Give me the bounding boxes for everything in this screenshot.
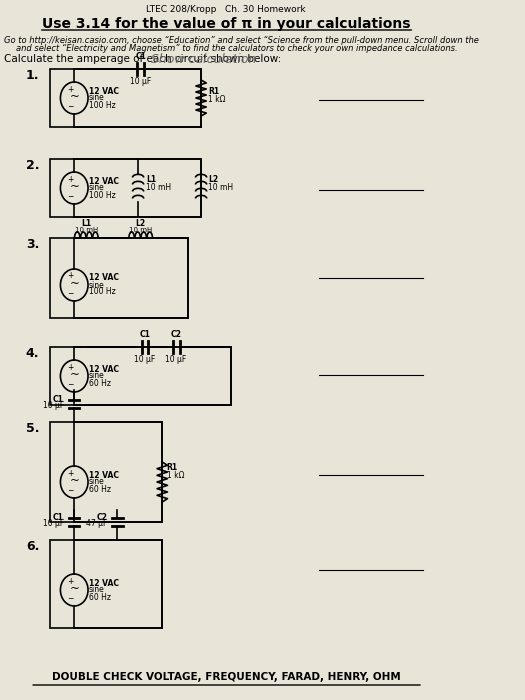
Text: Calculate the amperage of each circuit shown below:: Calculate the amperage of each circuit s…	[4, 54, 285, 64]
Text: 100 Hz: 100 Hz	[89, 101, 116, 109]
Text: 47 μF: 47 μF	[86, 519, 107, 528]
Text: −: −	[68, 290, 74, 298]
Text: L1: L1	[81, 219, 91, 228]
Text: Go to http://keisan.casio.com, choose “Education” and select “Science from the p: Go to http://keisan.casio.com, choose “E…	[4, 36, 479, 45]
Text: L1: L1	[146, 176, 156, 185]
Text: 2.: 2.	[26, 159, 39, 172]
Text: 1 kΩ: 1 kΩ	[166, 472, 184, 480]
Bar	[50, 540, 162, 628]
Text: L2: L2	[135, 219, 146, 228]
Text: 1 kΩ: 1 kΩ	[208, 94, 226, 104]
Text: 100 Hz: 100 Hz	[89, 288, 116, 297]
Text: sine: sine	[89, 94, 104, 102]
Text: −: −	[68, 486, 74, 496]
Text: +: +	[68, 363, 74, 372]
Text: 6.: 6.	[26, 540, 39, 553]
Text: +: +	[68, 174, 74, 183]
Text: 10 μF: 10 μF	[130, 77, 151, 86]
Text: −: −	[68, 594, 74, 603]
Text: 100 Hz: 100 Hz	[89, 190, 116, 199]
Text: sine: sine	[89, 477, 104, 486]
Text: 10 mH: 10 mH	[146, 183, 171, 192]
Text: 10 mH: 10 mH	[129, 227, 152, 233]
Text: 10 μF: 10 μF	[134, 355, 155, 364]
Text: C2: C2	[96, 512, 107, 522]
Text: 10 mH: 10 mH	[75, 227, 98, 233]
Text: +: +	[68, 272, 74, 281]
Text: DOUBLE CHECK VOLTAGE, FREQUENCY, FARAD, HENRY, OHM: DOUBLE CHECK VOLTAGE, FREQUENCY, FARAD, …	[52, 672, 401, 682]
Text: R1: R1	[166, 463, 177, 473]
Text: Show calculation: Show calculation	[151, 53, 256, 66]
Text: −: −	[68, 102, 74, 111]
Text: ~: ~	[69, 473, 79, 486]
Text: C2: C2	[171, 330, 182, 339]
Text: 12 VAC: 12 VAC	[89, 470, 119, 480]
Bar	[50, 347, 232, 405]
Text: 5.: 5.	[26, 422, 39, 435]
Text: 60 Hz: 60 Hz	[89, 379, 111, 388]
Text: 60 Hz: 60 Hz	[89, 484, 111, 494]
Text: ~: ~	[69, 90, 79, 102]
Text: sine: sine	[89, 372, 104, 381]
Text: 60 Hz: 60 Hz	[89, 592, 111, 601]
Text: −: −	[68, 381, 74, 389]
Text: 12 VAC: 12 VAC	[89, 87, 119, 95]
Text: sine: sine	[89, 281, 104, 290]
Bar	[50, 238, 188, 318]
Text: 12 VAC: 12 VAC	[89, 578, 119, 587]
Text: 3.: 3.	[26, 238, 39, 251]
Text: C1: C1	[53, 512, 64, 522]
Text: +: +	[68, 85, 74, 94]
Text: Use 3.14 for the value of π in your calculations: Use 3.14 for the value of π in your calc…	[42, 17, 411, 31]
Text: 10 μF: 10 μF	[43, 402, 64, 410]
Bar	[50, 159, 201, 217]
Text: C1: C1	[135, 52, 146, 61]
Bar	[50, 69, 201, 127]
Bar	[50, 422, 162, 522]
Text: 10 μF: 10 μF	[43, 519, 64, 528]
Text: 10 μF: 10 μF	[165, 355, 187, 364]
Text: ~: ~	[69, 582, 79, 594]
Text: sine: sine	[89, 585, 104, 594]
Text: 12 VAC: 12 VAC	[89, 365, 119, 374]
Text: 12 VAC: 12 VAC	[89, 176, 119, 186]
Text: LTEC 208/Kropp   Ch. 30 Homework: LTEC 208/Kropp Ch. 30 Homework	[146, 5, 306, 14]
Text: L2: L2	[208, 176, 218, 185]
Text: ~: ~	[69, 368, 79, 381]
Text: ~: ~	[69, 276, 79, 290]
Text: sine: sine	[89, 183, 104, 192]
Text: C1: C1	[140, 330, 151, 339]
Text: 4.: 4.	[26, 347, 39, 360]
Text: ~: ~	[69, 179, 79, 193]
Text: +: +	[68, 468, 74, 477]
Text: 1.: 1.	[26, 69, 39, 82]
Text: 12 VAC: 12 VAC	[89, 274, 119, 283]
Text: R1: R1	[208, 87, 219, 95]
Text: 10 mH: 10 mH	[208, 183, 233, 192]
Text: C1: C1	[53, 395, 64, 403]
Text: and select “Electricity and Magnetism” to find the calculators to check your own: and select “Electricity and Magnetism” t…	[16, 44, 457, 53]
Text: −: −	[68, 193, 74, 202]
Text: +: +	[68, 577, 74, 585]
